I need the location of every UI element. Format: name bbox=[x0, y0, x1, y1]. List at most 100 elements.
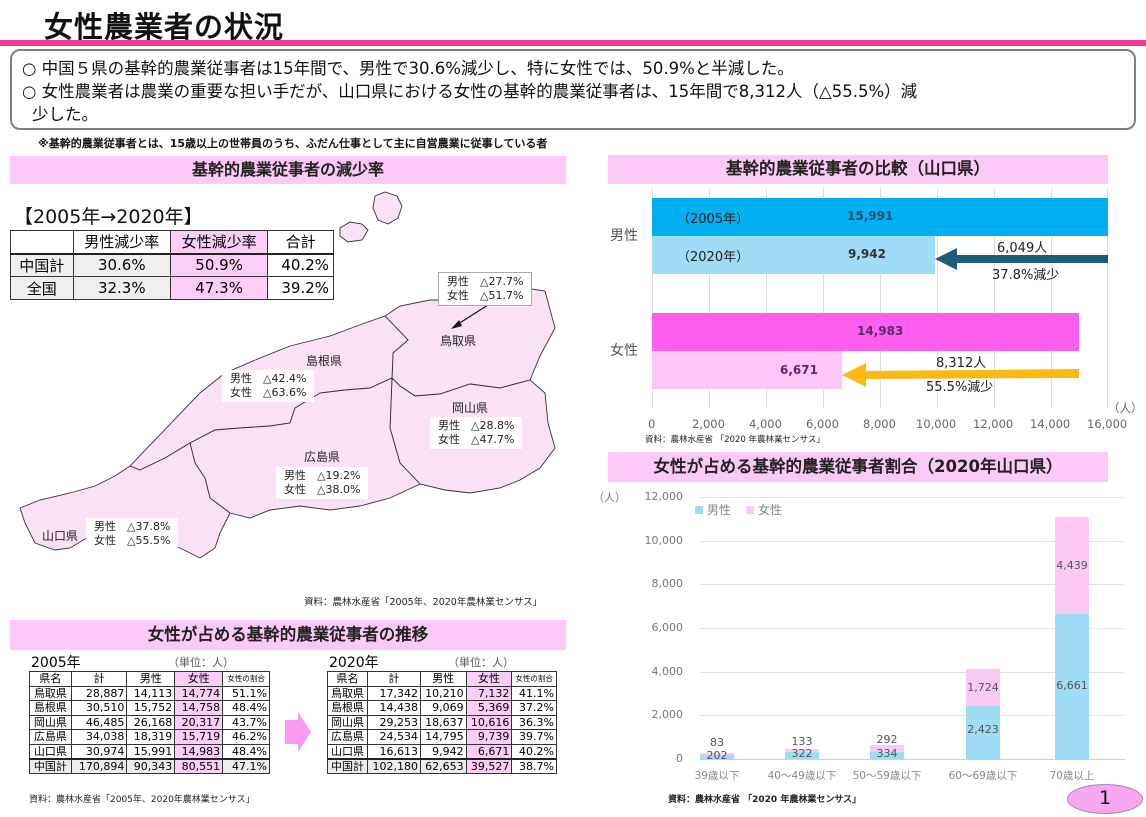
cell: 30,974 bbox=[70, 743, 128, 759]
gridline bbox=[652, 188, 653, 408]
cell: 46.2% bbox=[222, 729, 270, 745]
bar-female-50s bbox=[870, 745, 904, 752]
tottori-callout: 男性 △27.7% 女性 △51.7% bbox=[438, 272, 533, 306]
category-male: 男性 bbox=[610, 228, 638, 244]
gridline bbox=[1051, 188, 1052, 408]
bar-label-male-2005: （2005年） bbox=[677, 212, 750, 227]
cell: 14,983 bbox=[174, 743, 224, 759]
col-male-rate: 男性減少率 bbox=[72, 230, 171, 255]
cell: 14,113 bbox=[126, 685, 176, 701]
value-male-under39: 202 bbox=[706, 749, 728, 762]
y-tick: 6,000 bbox=[651, 621, 684, 634]
bar-female-70plus bbox=[1055, 516, 1089, 614]
cell: 鳥取県 bbox=[29, 685, 72, 701]
col-female-share: 女性の割合 bbox=[511, 671, 557, 687]
value-female-2005: 14,983 bbox=[857, 324, 904, 338]
table-header-row: 県名 計 男性 女性 女性の割合 bbox=[327, 671, 557, 687]
hiroshima-callout: 男性 △19.2% 女性 △38.0% bbox=[276, 467, 369, 499]
table-row: 全国 32.3% 47.3% 39.2% bbox=[10, 276, 334, 300]
table-total-row: 中国計 170,894 90,343 80,551 47.1% bbox=[29, 757, 270, 774]
gridline bbox=[1107, 188, 1108, 408]
cell: 48.4% bbox=[222, 700, 270, 716]
shimane-callout: 男性 △42.4% 女性 △63.6% bbox=[222, 370, 315, 402]
col-male: 男性 bbox=[419, 671, 467, 687]
bar-female-60s bbox=[966, 668, 1000, 707]
col-total: 計 bbox=[366, 671, 421, 687]
col-female: 女性 bbox=[465, 671, 513, 687]
x-tick: 10,000 bbox=[916, 417, 957, 431]
unit-label-2020: （単位：人） bbox=[448, 656, 514, 669]
value-female-2020: 6,671 bbox=[780, 363, 818, 377]
cell: 90,343 bbox=[126, 757, 176, 774]
cell: 10,210 bbox=[419, 685, 467, 701]
male-decrease-pct: 37.8%減少 bbox=[992, 268, 1060, 283]
right-arrow-icon bbox=[285, 712, 311, 752]
col-male: 男性 bbox=[126, 671, 176, 687]
okayama-label: 岡山県 bbox=[452, 401, 489, 415]
col-total: 計 bbox=[70, 671, 128, 687]
yamaguchi-male-rate: 男性 △37.8% bbox=[94, 520, 171, 533]
cell: 40.2% bbox=[267, 253, 334, 277]
comparison-bar-chart: （2005年） 15,991 （2020年） 9,942 6,049人 37.8… bbox=[652, 188, 1108, 408]
cell: 46,485 bbox=[70, 714, 128, 730]
table-row: 中国計 30.6% 50.9% 40.2% bbox=[10, 253, 334, 277]
share-section-header: 女性が占める基幹的農業従事者割合（2020年山口県） bbox=[608, 452, 1108, 482]
value-male-70plus: 6,661 bbox=[1056, 679, 1088, 692]
table-row: 岡山県 46,485 26,168 20,317 43.7% bbox=[29, 714, 270, 730]
cell: 30,510 bbox=[70, 700, 128, 716]
cell: 39,527 bbox=[465, 757, 513, 774]
table-row: 山口県 16,613 9,942 6,671 40.2% bbox=[327, 743, 557, 759]
x-tick: 6,000 bbox=[806, 417, 839, 431]
col-female-rate: 女性減少率 bbox=[169, 230, 269, 255]
bar-male-40s bbox=[785, 752, 819, 759]
cell: 43.7% bbox=[222, 714, 270, 730]
year-2020-label: 2020年 bbox=[329, 655, 379, 671]
x-tick: 0 bbox=[648, 417, 656, 431]
male-decrease-count: 6,049人 bbox=[997, 241, 1048, 256]
cell: 島根県 bbox=[327, 700, 368, 716]
shimane-female-rate: 女性 △63.6% bbox=[230, 386, 307, 399]
cell: 9,739 bbox=[465, 729, 513, 745]
cell: 9,942 bbox=[419, 743, 467, 759]
table-row: 岡山県 29,253 18,637 10,616 36.3% bbox=[327, 714, 557, 730]
table-row: 島根県 30,510 15,752 14,758 48.4% bbox=[29, 700, 270, 716]
cell: 39.7% bbox=[511, 729, 557, 745]
title-underline bbox=[0, 40, 1146, 46]
cell: 鳥取県 bbox=[327, 685, 368, 701]
okayama-callout: 男性 △28.8% 女性 △47.7% bbox=[430, 417, 523, 449]
unit-label-2005: （単位：人） bbox=[168, 656, 234, 669]
cell: 24,534 bbox=[366, 729, 421, 745]
y-tick: 12,000 bbox=[644, 490, 684, 503]
map-source: 資料：農林水産省「2005年、2020年農林業センサス」 bbox=[304, 597, 543, 608]
okayama-female-rate: 女性 △47.7% bbox=[438, 433, 515, 446]
bar-label-male-2020: （2020年） bbox=[677, 250, 750, 265]
cell: 15,991 bbox=[126, 743, 176, 759]
x-category: 39歳以下 bbox=[694, 770, 740, 782]
year-2005-label: 2005年 bbox=[31, 655, 81, 671]
cell: 中国計 bbox=[29, 757, 72, 774]
table-row: 広島県 24,534 14,795 9,739 39.7% bbox=[327, 729, 557, 745]
share-stacked-chart: 12,000 10,000 8,000 6,000 4,000 2,000 0 … bbox=[645, 490, 1125, 782]
value-male-40s: 322 bbox=[791, 747, 813, 760]
cell: 14,795 bbox=[419, 729, 467, 745]
bar-female-under39 bbox=[700, 752, 734, 755]
bar-female-2005 bbox=[652, 313, 1079, 351]
x-tick: 16,000 bbox=[1087, 417, 1128, 431]
x-tick: 12,000 bbox=[973, 417, 1014, 431]
cell: 26,168 bbox=[126, 714, 176, 730]
y-tick: 2,000 bbox=[651, 708, 684, 721]
cell: 14,438 bbox=[366, 700, 421, 716]
x-category: 70歳以上 bbox=[1049, 770, 1095, 782]
x-tick: 4,000 bbox=[749, 417, 782, 431]
yamaguchi-female-rate: 女性 △55.5% bbox=[94, 534, 171, 547]
tottori-label: 鳥取県 bbox=[440, 334, 477, 348]
cell: 47.1% bbox=[222, 757, 270, 774]
cell: 102,180 bbox=[366, 757, 421, 774]
bar-male-70plus bbox=[1055, 613, 1089, 759]
y-tick: 10,000 bbox=[644, 534, 684, 547]
gridline bbox=[823, 188, 824, 408]
cell: 18,319 bbox=[126, 729, 176, 745]
cell: 37.2% bbox=[511, 700, 557, 716]
value-male-2020: 9,942 bbox=[848, 247, 886, 261]
y-tick: 0 bbox=[676, 752, 683, 765]
